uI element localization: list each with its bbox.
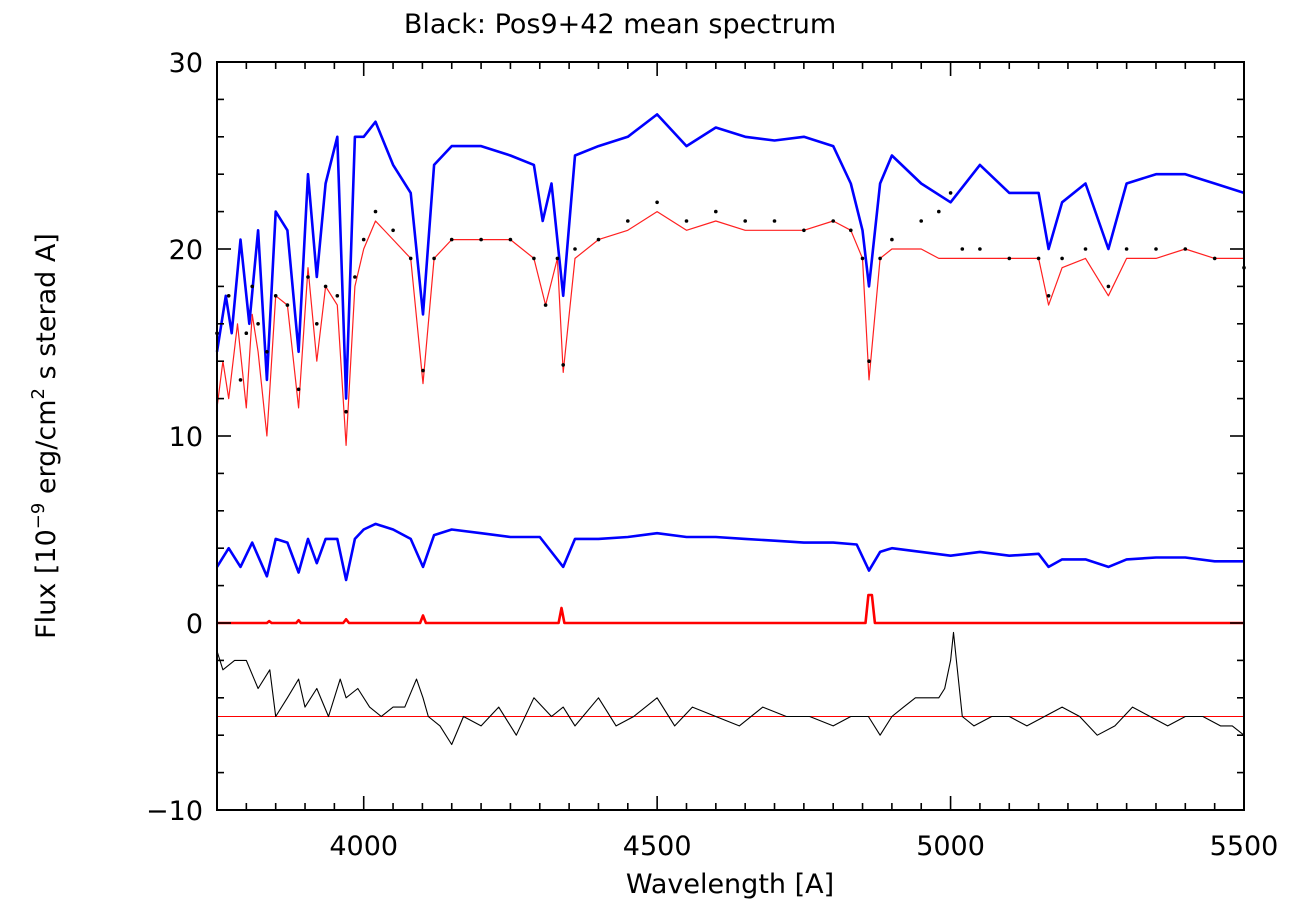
data-point	[743, 219, 747, 223]
data-point	[265, 350, 269, 354]
data-point	[1106, 284, 1111, 289]
series-fit-line	[216, 211, 1244, 446]
x-tick-label: 5500	[1210, 831, 1279, 862]
series-residual-line	[216, 631, 1245, 746]
data-point	[831, 219, 835, 223]
data-point	[432, 256, 436, 261]
y-axis-label-squared: 2	[28, 388, 49, 399]
data-point	[878, 256, 882, 261]
data-point	[626, 219, 630, 223]
data-point	[1124, 247, 1129, 251]
data-point	[714, 209, 718, 214]
data-point	[867, 359, 871, 364]
data-point	[1046, 294, 1051, 298]
x-tick-label: 4500	[623, 831, 692, 862]
data-point	[226, 294, 231, 298]
data-point	[1060, 256, 1064, 261]
data-point	[238, 378, 243, 382]
series-observed	[215, 191, 1246, 414]
data-point	[373, 209, 378, 214]
data-point	[684, 219, 689, 223]
data-point	[948, 191, 953, 195]
data-point	[344, 409, 348, 414]
data-point	[244, 331, 249, 336]
chart-title: Black: Pos9+42 mean spectrum	[404, 9, 836, 40]
x-tick-label: 5000	[916, 831, 985, 862]
data-point	[1083, 247, 1088, 251]
data-point	[323, 284, 328, 289]
y-axis-label-middle: erg/cm	[31, 399, 62, 502]
data-point	[391, 228, 395, 233]
data-point	[532, 256, 536, 261]
data-point	[960, 247, 965, 251]
data-point	[555, 256, 560, 261]
data-point	[479, 237, 483, 242]
y-axis-label-exponent: −9	[28, 503, 49, 530]
data-point	[256, 322, 260, 326]
y-tick-label: 0	[186, 609, 203, 640]
data-point	[890, 237, 894, 242]
data-point	[508, 237, 513, 242]
data-point	[1183, 247, 1188, 251]
data-point	[250, 284, 254, 289]
tick-labels-layer: 4000 4500 5000 5500 −10 0 10 20 30	[146, 48, 1278, 862]
data-point	[1036, 256, 1041, 261]
series-layer	[215, 113, 1246, 746]
y-tick-label: 20	[169, 235, 203, 266]
series-upper_component-line	[215, 113, 1245, 400]
data-point	[937, 209, 941, 214]
data-point	[449, 237, 454, 242]
data-point	[285, 303, 290, 307]
data-point	[655, 200, 659, 205]
data-point	[1212, 256, 1217, 261]
data-point	[978, 247, 982, 251]
data-point	[573, 247, 577, 251]
data-point	[421, 368, 425, 373]
data-point	[802, 228, 806, 233]
y-tick-label: 10	[169, 422, 203, 453]
data-point	[408, 256, 413, 261]
ticks-layer	[216, 61, 1245, 811]
data-point	[772, 219, 777, 223]
data-point	[849, 228, 853, 233]
data-point	[1007, 256, 1012, 261]
y-axis-label-prefix: Flux [10	[31, 529, 62, 639]
x-tick-label: 4000	[329, 831, 398, 862]
y-axis-label: Flux [10−9 erg/cm2 s sterad A]	[28, 233, 62, 639]
series-emission_component-line	[217, 593, 1244, 625]
data-point	[919, 219, 923, 223]
data-point	[315, 322, 319, 326]
plot-frame	[216, 61, 1245, 811]
x-axis-label: Wavelength [A]	[626, 869, 834, 900]
data-point	[296, 387, 301, 392]
data-point	[335, 294, 340, 298]
data-point	[596, 237, 601, 242]
data-point	[361, 237, 366, 242]
data-point	[1154, 247, 1158, 251]
data-point	[306, 275, 310, 279]
data-point	[561, 363, 565, 367]
data-point	[273, 294, 278, 298]
data-point	[353, 275, 357, 279]
y-axis-label-suffix: s sterad A]	[31, 233, 62, 388]
series-lower_component-line	[215, 522, 1244, 582]
y-tick-label: 30	[169, 48, 203, 79]
data-point	[543, 303, 548, 307]
y-tick-label: −10	[146, 796, 203, 827]
data-point	[860, 256, 865, 261]
